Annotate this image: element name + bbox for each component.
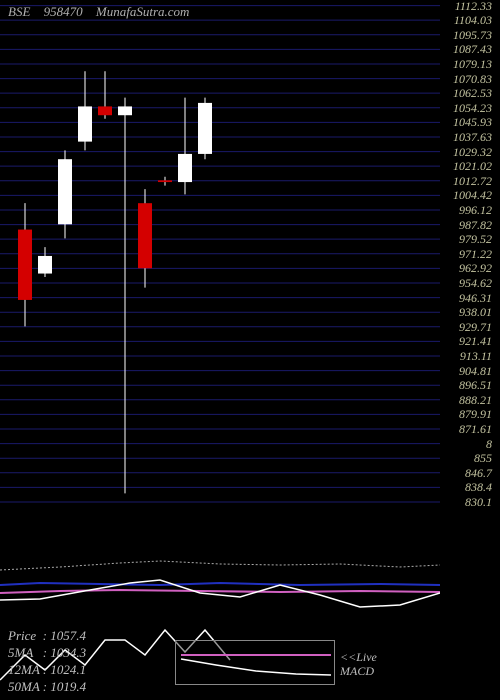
price-panel xyxy=(0,0,440,555)
exchange-label: BSE xyxy=(8,4,30,19)
y-tick-label: 904.81 xyxy=(459,365,492,377)
y-tick-label: 971.22 xyxy=(459,248,492,260)
y-axis-labels: 1112.33 1104.03 1095.73 1087.43 1079.13 1070.… xyxy=(440,0,496,555)
y-tick-label: 954.62 xyxy=(459,277,492,289)
y-tick-label: 1079.13 xyxy=(453,58,492,70)
y-tick-label: 962.92 xyxy=(459,262,492,274)
y-tick-label: 946.31 xyxy=(459,292,492,304)
ticker-label: 958470 xyxy=(44,4,83,19)
y-tick-label: 921.41 xyxy=(459,335,492,347)
y-tick-label: 1104.03 xyxy=(454,14,492,26)
y-tick-label: 838.4 xyxy=(465,481,492,493)
live-text-2: MACD xyxy=(340,664,374,678)
y-tick-label: 1062.53 xyxy=(453,87,492,99)
y-tick-label: 896.51 xyxy=(459,379,492,391)
y-tick-label: 1112.33 xyxy=(455,0,492,12)
y-tick-label: 1021.02 xyxy=(453,160,492,172)
live-macd-label: <<Live MACD xyxy=(340,650,377,679)
y-tick-label: 987.82 xyxy=(459,219,492,231)
y-tick-label: 1054.23 xyxy=(453,102,492,114)
y-tick-label: 1012.72 xyxy=(453,175,492,187)
price-svg xyxy=(0,0,440,555)
chart-header: BSE 958470 MunafaSutra.com xyxy=(8,4,199,20)
macd-panel xyxy=(0,555,440,610)
y-tick-label: 1037.63 xyxy=(453,131,492,143)
y-tick-label: 1070.83 xyxy=(453,73,492,85)
site-label: MunafaSutra.com xyxy=(96,4,190,19)
info-row: Price : 1057.4 xyxy=(8,628,86,645)
y-tick-label: 996.12 xyxy=(459,204,492,216)
y-tick-label: 879.91 xyxy=(459,408,492,420)
y-tick-label: 913.11 xyxy=(460,350,492,362)
live-text-1: <<Live xyxy=(340,650,377,664)
info-row: 5MA : 1034.3 xyxy=(8,645,86,662)
y-tick-label: 871.61 xyxy=(459,423,492,435)
info-row: 12MA : 1024.1 xyxy=(8,662,86,679)
y-tick-label: 1045.93 xyxy=(453,116,492,128)
y-tick-label: 888.21 xyxy=(459,394,492,406)
y-tick-label: 938.01 xyxy=(459,306,492,318)
y-tick-label: 855 xyxy=(474,452,492,464)
y-tick-label: 1095.73 xyxy=(453,29,492,41)
y-tick-label: 1087.43 xyxy=(453,43,492,55)
y-tick-label: 830.1 xyxy=(465,496,492,508)
inset-box xyxy=(175,640,335,685)
y-tick-label: 979.52 xyxy=(459,233,492,245)
y-tick-label: 846.7 xyxy=(465,467,492,479)
y-tick-label: 929.71 xyxy=(459,321,492,333)
stock-chart: BSE 958470 MunafaSutra.com 1112.33 1104.0… xyxy=(0,0,500,700)
info-box: Price : 1057.45MA : 1034.312MA : 1024.15… xyxy=(8,628,86,696)
info-row: 50MA : 1019.4 xyxy=(8,679,86,696)
y-tick-label: 1004.42 xyxy=(453,189,492,201)
y-tick-label: 1029.32 xyxy=(453,146,492,158)
y-tick-label: 8 xyxy=(486,438,492,450)
